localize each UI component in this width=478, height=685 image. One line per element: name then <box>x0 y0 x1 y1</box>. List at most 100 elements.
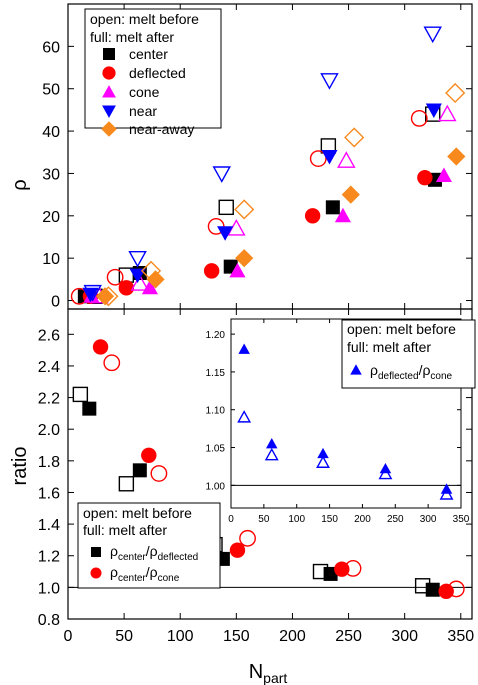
data-point-near-open <box>237 410 252 423</box>
x-tick-label: 50 <box>258 514 270 525</box>
y-tick-label: 1.8 <box>38 454 60 471</box>
data-point-cone-full <box>435 167 452 183</box>
y-tick-label: 0 <box>51 294 60 311</box>
data-point-center-full <box>82 401 97 416</box>
data-point-deflected-full <box>118 280 135 296</box>
data-point-near-full <box>82 287 99 303</box>
data-point-cone-open <box>130 274 150 291</box>
inset-panel: 0 50 100 150 200 250 300 350 1.00 1.05 1.10 1.15 1.2… <box>206 318 476 525</box>
data-point-near-open <box>212 166 231 183</box>
legend-label-near: near <box>129 103 157 119</box>
data-point-near-open <box>128 251 147 268</box>
legend-label-center-over-deflected: ρcenter/ρdeflected <box>110 543 198 563</box>
data-point-deflected-open <box>150 465 168 482</box>
data-point-near-full <box>321 150 338 165</box>
legend-marker-inset-near <box>350 364 362 375</box>
data-point-near-full <box>425 103 442 118</box>
y-tick-label: 2.6 <box>38 327 60 344</box>
top-panel: 0 10 20 30 40 50 60 ρ open: melt before full: … <box>9 3 473 311</box>
data-point-center-full <box>132 463 147 478</box>
data-point-deflected-full <box>304 208 321 224</box>
data-point-near-away-full <box>447 147 466 166</box>
data-point-near-away-open <box>344 127 365 148</box>
data-point-deflected-open <box>239 529 256 547</box>
data-point-near-open <box>423 26 442 44</box>
data-point-near-open <box>378 466 393 480</box>
y-tick-label: 1.20 <box>206 330 226 341</box>
x-tick-label: 300 <box>420 514 437 525</box>
legend-label-cone: cone <box>129 84 160 100</box>
x-tick-label: 300 <box>391 628 418 645</box>
data-point-deflected-open <box>309 150 327 168</box>
data-point-deflected-full <box>141 447 157 464</box>
inset-legend-markers <box>350 364 362 375</box>
bottom-data-points <box>72 339 465 600</box>
bottom-legend-header-open: open: melt before <box>83 505 192 521</box>
data-point-near-full <box>379 462 392 474</box>
data-point-center-open <box>72 386 89 403</box>
data-point-deflected-full <box>92 339 109 355</box>
data-point-deflected-open <box>103 354 121 372</box>
y-tick-label: 40 <box>42 124 60 141</box>
data-point-near-open <box>264 447 279 461</box>
legend-marker-ratio-deflected <box>90 567 102 579</box>
y-tick-label: 1.10 <box>206 406 226 417</box>
bottom-legend: open: melt before full: melt after ρcent… <box>77 502 221 589</box>
top-data-points <box>70 26 466 307</box>
data-point-cone-open <box>337 151 356 168</box>
top-axis-ticks: 0 10 20 30 40 50 60 <box>42 4 472 311</box>
y-tick-label: 1.15 <box>206 368 226 379</box>
legend-marker-near <box>102 105 116 118</box>
x-tick-label: 150 <box>223 628 250 645</box>
y-tick-label: 2.2 <box>38 391 60 408</box>
bottom-legend-markers <box>90 547 102 579</box>
data-point-near-away-open <box>234 199 255 220</box>
x-tick-label: 200 <box>279 628 306 645</box>
data-point-cone-full <box>334 207 351 223</box>
data-point-near-open <box>439 487 454 500</box>
data-point-center-full <box>325 200 340 215</box>
inset-data-points <box>237 343 454 500</box>
y-tick-label: 1.4 <box>38 517 60 534</box>
data-point-near-full <box>317 447 329 459</box>
x-tick-label: 100 <box>167 628 194 645</box>
legend-marker-cone <box>102 85 116 98</box>
x-tick-label: 150 <box>321 514 338 525</box>
x-tick-label: 250 <box>387 514 404 525</box>
data-point-cone-full <box>141 279 158 295</box>
x-tick-label: 350 <box>453 514 470 525</box>
x-tick-label: 0 <box>228 514 234 525</box>
data-point-deflected-full <box>334 561 350 577</box>
legend-label-deflected-over-cone: ρdeflected/ρcone <box>370 362 453 382</box>
data-point-near-full <box>217 226 234 241</box>
legend-label-center-over-cone: ρcenter/ρcone <box>110 564 180 584</box>
x-tick-label: 0 <box>64 628 73 645</box>
y-tick-label: 1.05 <box>206 444 226 455</box>
data-point-deflected-full <box>438 583 454 600</box>
data-point-near-away-full <box>341 185 360 204</box>
inset-legend-header-open: open: melt before <box>347 321 456 337</box>
legend-marker-near-away <box>101 121 117 137</box>
bottom-y-axis-title: ratio <box>9 447 31 486</box>
y-tick-label: 30 <box>42 166 60 183</box>
x-tick-label: 50 <box>115 628 133 645</box>
top-y-axis-title: ρ <box>9 179 31 190</box>
inset-legend-box <box>341 319 476 389</box>
data-point-center-full <box>323 566 338 581</box>
legend-label-center: center <box>129 46 168 62</box>
y-tick-label: 50 <box>42 82 60 99</box>
x-axis-title: Npart <box>249 661 288 685</box>
data-point-center-full <box>425 582 440 597</box>
y-tick-label: 1.6 <box>38 485 60 502</box>
top-legend: open: melt before full: melt after cente… <box>84 8 222 137</box>
data-point-center-open <box>218 199 234 216</box>
data-point-cone-open <box>438 104 457 122</box>
inset-legend: open: melt before full: melt after ρdefl… <box>341 319 476 389</box>
x-tick-label: 100 <box>288 514 305 525</box>
y-tick-label: 1.00 <box>206 481 226 492</box>
data-point-near-away-full <box>235 249 254 268</box>
data-point-deflected-open <box>410 109 428 127</box>
x-tick-label: 200 <box>354 514 371 525</box>
y-tick-label: 10 <box>42 251 60 268</box>
